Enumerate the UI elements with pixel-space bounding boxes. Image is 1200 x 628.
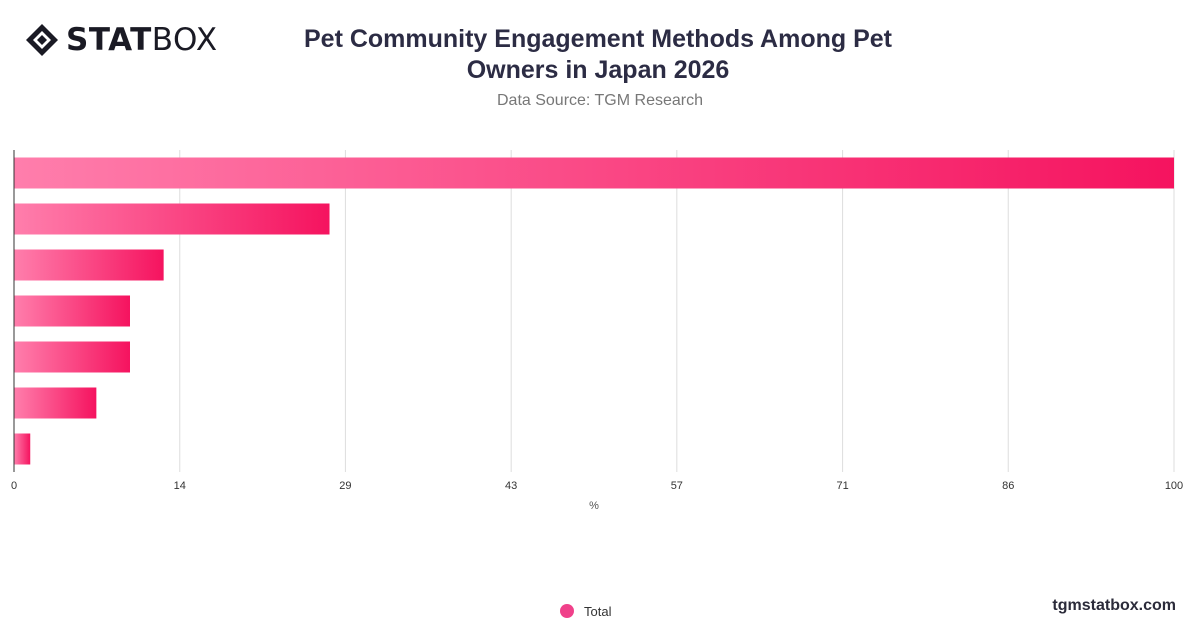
logo-wordmark: STATBOX — [66, 22, 218, 58]
x-tick-label: 14 — [174, 480, 186, 492]
x-tick-label: 86 — [1002, 480, 1014, 492]
grid-lines — [179, 150, 1175, 472]
x-axis: 0 14 29 43 57 71 86 100% — [11, 150, 1183, 512]
chart-title: Pet Community Engagement Methods Among P… — [303, 25, 892, 84]
x-tick-label: 57 — [671, 480, 683, 492]
bar[interactable] — [14, 387, 97, 419]
chart-subtitle: Data Source: TGM Research — [496, 92, 703, 109]
x-tick-label: 71 — [836, 480, 848, 492]
legend-label-total: Total — [584, 603, 612, 619]
legend-marker-total — [560, 604, 574, 618]
x-tick-label: 100 — [1165, 480, 1183, 492]
bar[interactable] — [14, 249, 164, 281]
bar[interactable] — [14, 295, 130, 327]
legend[interactable]: Total — [560, 601, 611, 621]
statbox-logo-icon — [26, 24, 58, 56]
website-label: tgmstatbox.com — [1052, 597, 1176, 614]
bar[interactable] — [14, 341, 130, 373]
x-axis-label: % — [589, 500, 599, 512]
bar[interactable] — [14, 203, 330, 235]
x-tick-label: 0 — [11, 480, 17, 492]
statbox-logo: STATBOX — [24, 22, 218, 58]
logo-text-bold: STAT — [66, 22, 152, 58]
bar[interactable] — [14, 157, 1174, 189]
bar[interactable] — [14, 433, 31, 465]
bars — [14, 157, 1174, 465]
logo-text-light: BOX — [151, 22, 218, 58]
x-tick-label: 43 — [505, 480, 517, 492]
x-tick-label: 29 — [339, 480, 351, 492]
